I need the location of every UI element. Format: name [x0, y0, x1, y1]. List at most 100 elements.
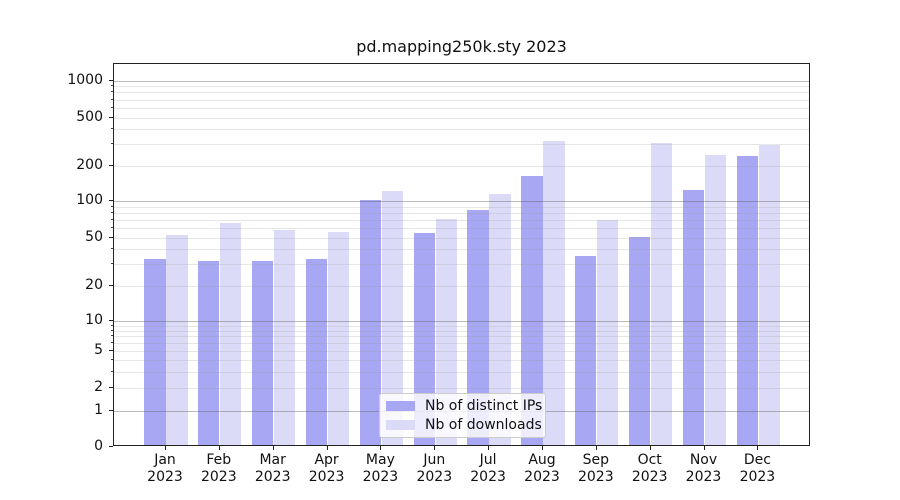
y-minortick-700	[111, 98, 113, 100]
bar-ips-may	[359, 200, 382, 445]
y-tick-200	[109, 164, 113, 166]
gridline-90	[114, 206, 809, 208]
y-tick-label-0: 0	[94, 438, 103, 454]
bar-downloads-jan	[166, 235, 188, 445]
y-minortick-70	[111, 218, 113, 220]
x-tick-label-mar: Mar 2023	[254, 452, 291, 485]
bar-downloads-apr	[327, 231, 350, 445]
bar-ips-jul	[467, 209, 489, 445]
y-minortick-90	[111, 205, 113, 207]
gridline-70	[114, 219, 809, 221]
y-tick-label-20: 20	[85, 276, 103, 293]
gridline-2	[114, 388, 809, 389]
x-tick-apr	[326, 446, 328, 450]
gridline-400	[114, 129, 809, 131]
legend: Nb of distinct IPs Nb of downloads	[379, 393, 546, 438]
y-tick-label-100: 100	[76, 192, 103, 208]
gridline-40	[114, 249, 809, 251]
bar-ips-jan	[144, 259, 166, 445]
legend-label-downloads: Nb of downloads	[425, 416, 542, 433]
y-tick-2	[109, 387, 113, 388]
y-minortick-9	[111, 324, 113, 326]
x-tick-label-dec: Dec 2023	[739, 452, 776, 485]
legend-item-distinct-ips: Nb of distinct IPs	[386, 397, 543, 415]
y-tick-label-5: 5	[94, 342, 103, 358]
gridline-1000	[114, 80, 809, 82]
bar-downloads-jul	[489, 194, 511, 445]
bar-downloads-mar	[274, 229, 296, 445]
legend-swatch-downloads	[386, 419, 415, 430]
bar-ips-oct	[629, 236, 651, 445]
bar-downloads-may	[381, 190, 404, 445]
gridline-20	[114, 285, 809, 287]
y-tick-50	[109, 236, 113, 238]
y-tick-5	[109, 350, 113, 351]
gridline-200	[114, 165, 809, 167]
gridline-100	[114, 201, 809, 202]
bar-ips-jun	[413, 232, 435, 445]
legend-item-downloads: Nb of downloads	[386, 416, 542, 434]
x-tick-label-feb: Feb 2023	[200, 452, 237, 485]
bar-ips-mar	[252, 260, 274, 445]
y-tick-1000	[109, 79, 113, 81]
x-tick-label-aug: Aug 2023	[524, 452, 560, 485]
x-tick-label-jun: Jun 2023	[416, 452, 453, 485]
gridline-8	[114, 330, 809, 332]
gridline-4	[114, 360, 809, 361]
x-tick-label-apr: Apr 2023	[308, 452, 345, 485]
x-tick-label-may: May 2023	[362, 452, 399, 485]
y-minortick-3	[111, 370, 113, 372]
x-tick-label-jul: Jul 2023	[470, 452, 506, 485]
gridline-500	[114, 117, 809, 119]
y-minortick-900	[111, 85, 113, 87]
bar-ips-apr	[305, 259, 328, 445]
x-tick-feb	[218, 446, 220, 450]
bar-ips-nov	[682, 189, 705, 445]
gridline-60	[114, 227, 809, 229]
gridline-300	[114, 144, 809, 146]
gridline-3	[114, 371, 809, 373]
legend-label-distinct-ips: Nb of distinct IPs	[425, 398, 543, 415]
gridline-30	[114, 264, 809, 266]
bar-downloads-dec	[758, 144, 780, 445]
x-tick-jan	[165, 446, 166, 450]
y-minortick-300	[111, 143, 113, 145]
y-minortick-6	[111, 342, 113, 344]
bar-downloads-jun	[435, 219, 457, 445]
y-minortick-30	[111, 263, 113, 265]
gridline-600	[114, 107, 809, 109]
y-minortick-8	[111, 329, 113, 331]
y-minortick-800	[111, 91, 113, 93]
y-tick-label-1: 1	[94, 402, 103, 418]
bar-ips-feb	[198, 260, 220, 445]
y-minortick-7	[111, 335, 113, 337]
y-minortick-40	[111, 248, 113, 250]
x-tick-dec	[757, 446, 759, 450]
gridline-5	[114, 351, 809, 352]
gridline-10	[114, 321, 809, 322]
gridline-7	[114, 336, 809, 338]
y-minortick-400	[111, 128, 113, 130]
y-minortick-80	[111, 211, 113, 213]
bar-ips-sep	[575, 256, 597, 445]
gridline-6	[114, 343, 809, 345]
y-tick-label-1000: 1000	[67, 71, 103, 88]
x-tick-jul	[488, 446, 490, 450]
plot-area	[113, 63, 810, 446]
x-tick-may	[380, 446, 382, 450]
x-tick-aug	[542, 446, 543, 450]
gridline-9	[114, 325, 809, 327]
y-tick-20	[109, 284, 113, 286]
x-tick-label-jan: Jan 2023	[147, 452, 183, 485]
y-minortick-60	[111, 226, 113, 228]
x-tick-label-oct: Oct 2023	[631, 452, 668, 485]
y-tick-label-50: 50	[85, 228, 103, 245]
y-tick-label-500: 500	[76, 108, 103, 125]
x-tick-label-nov: Nov 2023	[685, 452, 722, 485]
bar-downloads-oct	[651, 142, 673, 445]
y-tick-label-2: 2	[94, 379, 103, 395]
bar-ips-dec	[736, 155, 758, 445]
chart-title: pd.mapping250k.sty 2023	[356, 37, 567, 56]
x-tick-oct	[649, 446, 651, 450]
